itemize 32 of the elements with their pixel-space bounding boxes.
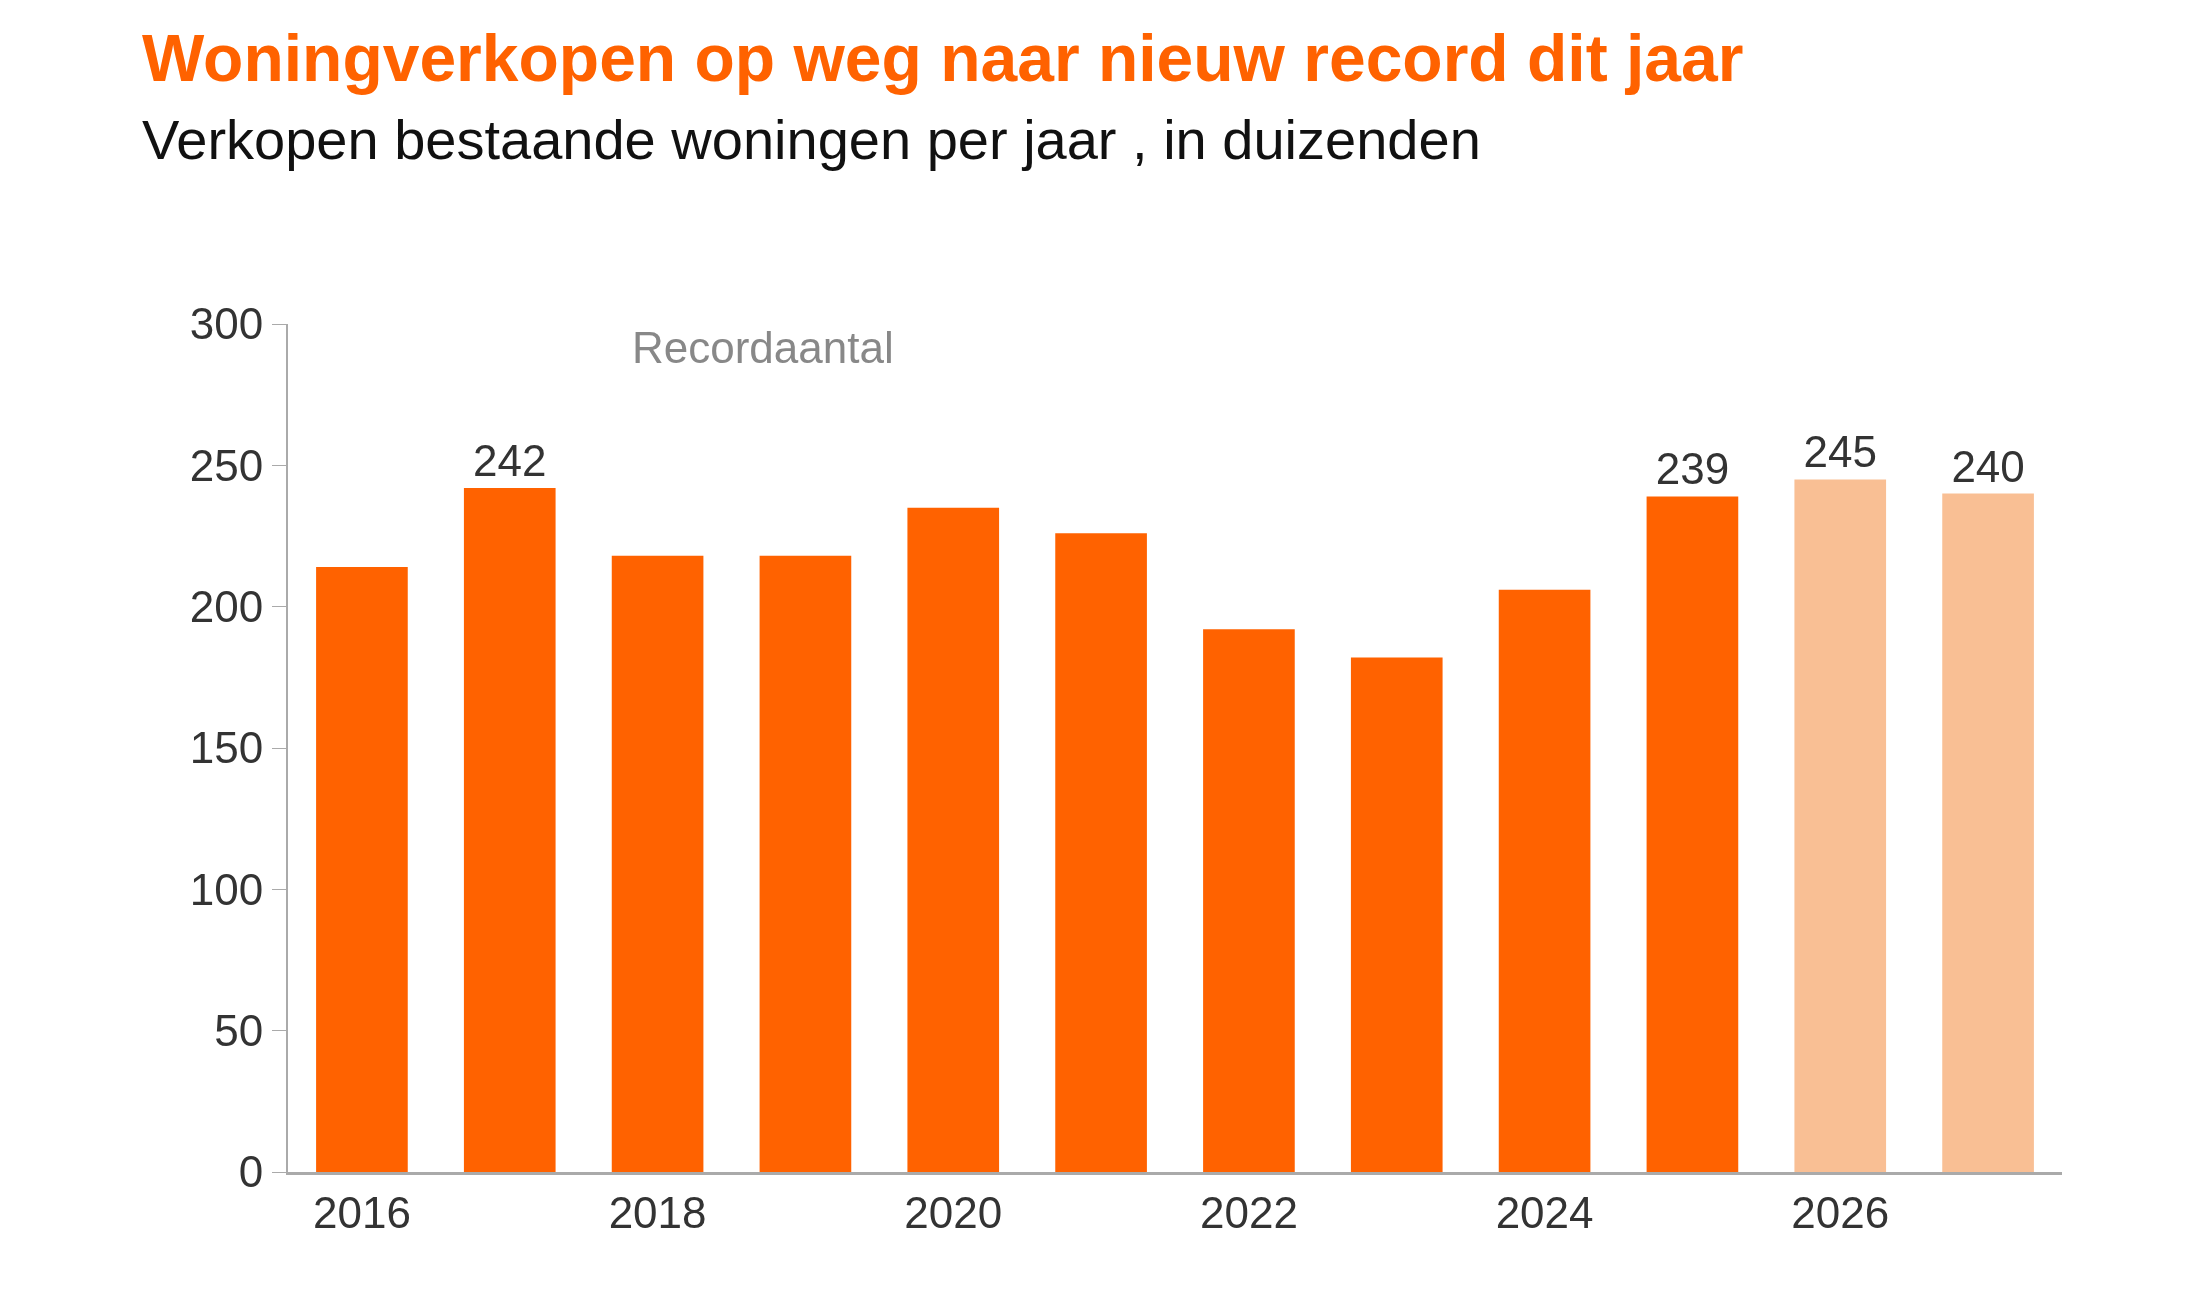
bar [759,555,852,1172]
bar [1055,533,1147,1172]
data-label: 239 [1655,444,1730,494]
annotation: Recordaantal [632,323,894,372]
bar [1350,657,1443,1172]
y-tick-label: 100 [189,864,264,914]
x-tick-label: 2016 [312,1187,411,1237]
bar [611,555,704,1172]
bar [907,507,1000,1172]
y-tick-label: 150 [189,723,264,773]
bar [1794,479,1887,1172]
y-tick-label: 50 [214,1006,264,1056]
y-tick-label: 300 [189,299,264,349]
x-tick-label: 2018 [608,1187,707,1237]
data-label: 245 [1803,427,1877,477]
chart-title: Woningverkopen op weg naar nieuw record dit jaar [142,21,1744,95]
x-tick-label: 2026 [1791,1187,1890,1237]
y-tick-label: 0 [238,1147,264,1197]
bar [1646,496,1739,1172]
y-tick-label: 250 [189,440,264,490]
y-tick-label: 200 [189,582,264,632]
data-label: 240 [1951,441,2025,491]
bar [1942,493,2034,1172]
bar [1203,629,1295,1172]
x-tick-label: 2020 [904,1187,1003,1237]
bar [316,567,408,1172]
bar [463,487,556,1172]
bar [1498,589,1591,1172]
x-tick-label: 2024 [1495,1187,1594,1237]
chart-subtitle: Verkopen bestaande woningen per jaar , in duizenden [142,108,1481,171]
x-tick-label: 2022 [1199,1187,1298,1237]
data-label: 242 [473,435,547,485]
